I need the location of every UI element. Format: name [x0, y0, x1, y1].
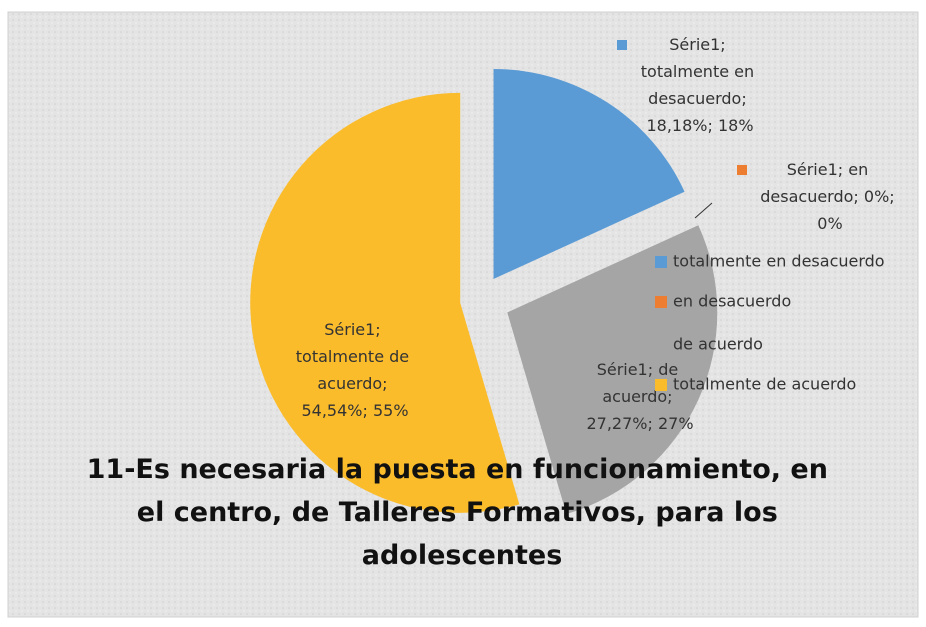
- data-label: Série1; en desacuerdo; 0%; 0%: [760, 160, 900, 233]
- legend-swatch: [655, 339, 667, 351]
- legend-label: de acuerdo: [673, 335, 763, 354]
- legend-swatch: [655, 256, 667, 268]
- legend-label: en desacuerdo: [673, 292, 791, 311]
- data-label-marker: [617, 40, 627, 50]
- data-label-marker: [737, 165, 747, 175]
- legend-swatch: [655, 379, 667, 391]
- data-label: Série1; totalmente en desacuerdo; 18,18%…: [641, 35, 759, 135]
- legend-swatch: [655, 296, 667, 308]
- legend-label: totalmente en desacuerdo: [673, 252, 885, 271]
- data-label: Série1; de acuerdo; 27,27%; 27%: [586, 360, 693, 433]
- legend-label: totalmente de acuerdo: [673, 375, 856, 394]
- pie-slice: [250, 92, 520, 513]
- pie-slice: [493, 68, 685, 279]
- chart-title: 11-Es necesaria la puesta en funcionamie…: [87, 454, 838, 571]
- leader-line: [694, 202, 713, 219]
- data-label: Série1; totalmente de acuerdo; 54,54%; 5…: [296, 320, 414, 420]
